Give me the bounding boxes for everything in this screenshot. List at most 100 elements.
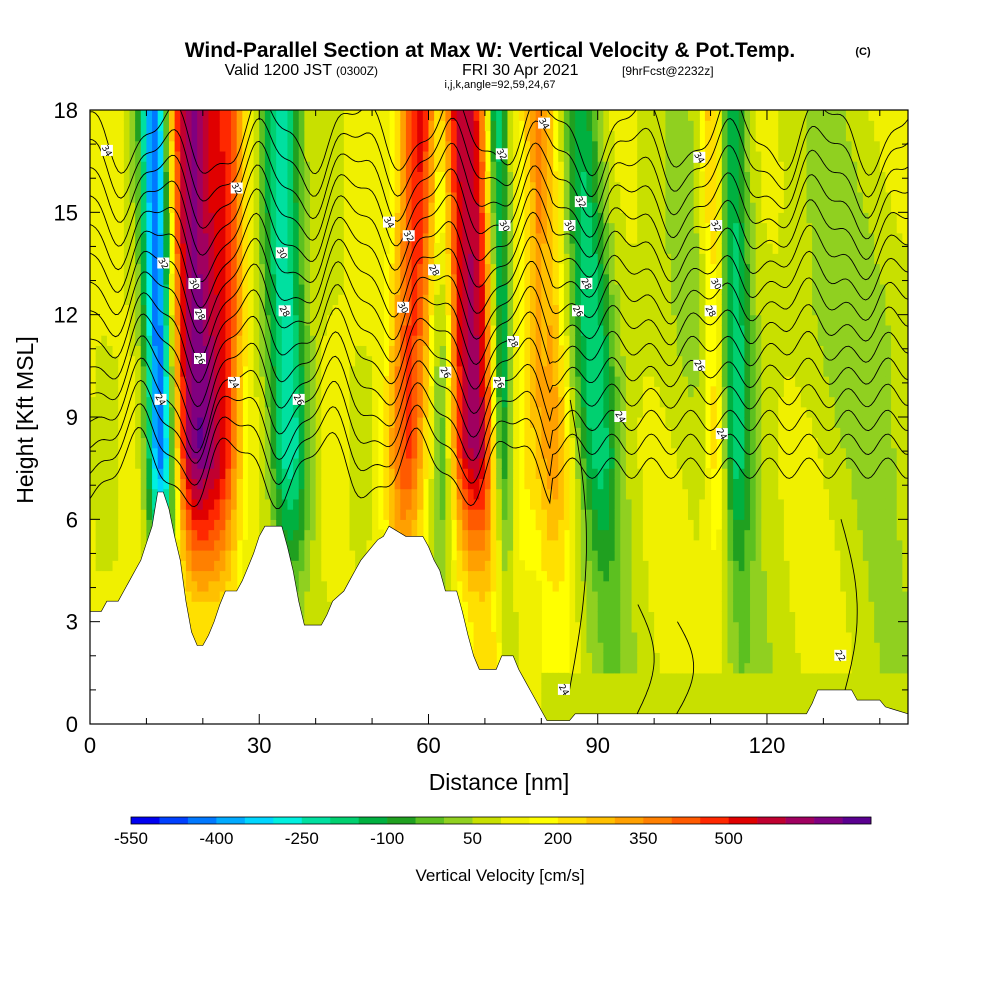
velocity-cell [338, 427, 345, 439]
velocity-cell [535, 324, 542, 336]
velocity-cell [310, 550, 317, 561]
velocity-cell [95, 406, 102, 418]
velocity-cell [372, 253, 379, 265]
velocity-cell [106, 130, 114, 142]
velocity-cell [546, 683, 554, 694]
velocity-cell [259, 437, 266, 449]
velocity-cell [276, 191, 283, 203]
velocity-cell [513, 232, 520, 244]
velocity-cell [580, 478, 588, 490]
velocity-cell [338, 243, 345, 254]
velocity-cell [253, 519, 260, 531]
velocity-cell [388, 304, 396, 316]
velocity-cell [321, 243, 328, 254]
velocity-cell [377, 294, 384, 306]
velocity-cell [219, 171, 226, 183]
velocity-cell [496, 335, 503, 346]
velocity-cell [219, 283, 226, 295]
velocity-cell [293, 181, 300, 193]
velocity-cell [276, 314, 283, 326]
velocity-cell [456, 570, 463, 582]
velocity-cell [191, 406, 198, 418]
velocity-cell [546, 345, 554, 357]
velocity-cell [496, 304, 503, 316]
velocity-cell [264, 120, 272, 132]
velocity-cell [157, 283, 164, 295]
velocity-cell [546, 713, 554, 724]
velocity-cell [219, 478, 226, 490]
velocity-cell [445, 406, 452, 418]
velocity-cell [501, 263, 509, 275]
velocity-cell [219, 150, 226, 162]
velocity-cell [310, 590, 317, 602]
velocity-cell [202, 509, 210, 520]
velocity-cell [242, 202, 249, 213]
velocity-cell [112, 560, 119, 572]
velocity-cell [112, 580, 119, 592]
velocity-cell [242, 345, 249, 357]
velocity-cell [231, 243, 238, 254]
velocity-cell [123, 232, 131, 244]
velocity-cell [467, 181, 475, 193]
velocity-cell [270, 417, 277, 428]
velocity-cell [343, 314, 351, 326]
velocity-cell [530, 601, 537, 613]
velocity-cell [456, 273, 463, 285]
velocity-cell [225, 273, 232, 285]
velocity-cell [360, 396, 368, 408]
velocity-cell [501, 243, 509, 254]
velocity-cell [507, 509, 514, 520]
velocity-cell [569, 376, 576, 387]
velocity-cell [247, 304, 255, 316]
velocity-cell [231, 171, 238, 183]
velocity-cell [197, 263, 204, 275]
velocity-cell [287, 550, 294, 561]
velocity-cell [90, 324, 97, 336]
velocity-cell [247, 406, 255, 418]
velocity-cell [580, 110, 588, 121]
velocity-cell [259, 273, 266, 285]
velocity-cell [524, 171, 531, 183]
velocity-cell [185, 570, 193, 582]
velocity-cell [349, 120, 356, 132]
velocity-cell [310, 110, 317, 121]
velocity-cell [479, 324, 486, 336]
velocity-cell [152, 273, 159, 285]
velocity-cell [586, 683, 593, 694]
velocity-cell [552, 519, 559, 531]
velocity-cell [129, 447, 136, 459]
velocity-cell [355, 550, 362, 561]
velocity-cell [287, 488, 294, 500]
velocity-cell [95, 212, 102, 224]
velocity-cell [456, 243, 463, 254]
velocity-cell [490, 509, 497, 520]
velocity-cell [530, 652, 537, 664]
velocity-cell [191, 120, 198, 132]
velocity-cell [355, 191, 362, 203]
velocity-cell [569, 427, 576, 439]
velocity-cell [462, 437, 469, 449]
velocity-cell [445, 212, 452, 224]
velocity-cell [123, 457, 131, 469]
velocity-cell [236, 365, 243, 377]
velocity-cell [101, 488, 108, 500]
velocity-cell [219, 468, 226, 479]
velocity-cell [180, 294, 187, 306]
velocity-cell [501, 601, 509, 613]
velocity-cell [592, 570, 599, 582]
velocity-cell [490, 222, 497, 234]
velocity-cell [411, 457, 418, 469]
velocity-cell [264, 253, 272, 265]
velocity-cell [152, 171, 159, 183]
velocity-cell [530, 140, 537, 152]
velocity-cell [253, 191, 260, 203]
velocity-cell [496, 202, 503, 213]
velocity-cell [180, 130, 187, 142]
velocity-cell [372, 386, 379, 398]
velocity-cell [473, 621, 480, 633]
velocity-cell [338, 457, 345, 469]
velocity-cell [439, 150, 447, 162]
velocity-cell [546, 703, 554, 715]
velocity-cell [242, 355, 249, 367]
velocity-cell [484, 243, 492, 254]
